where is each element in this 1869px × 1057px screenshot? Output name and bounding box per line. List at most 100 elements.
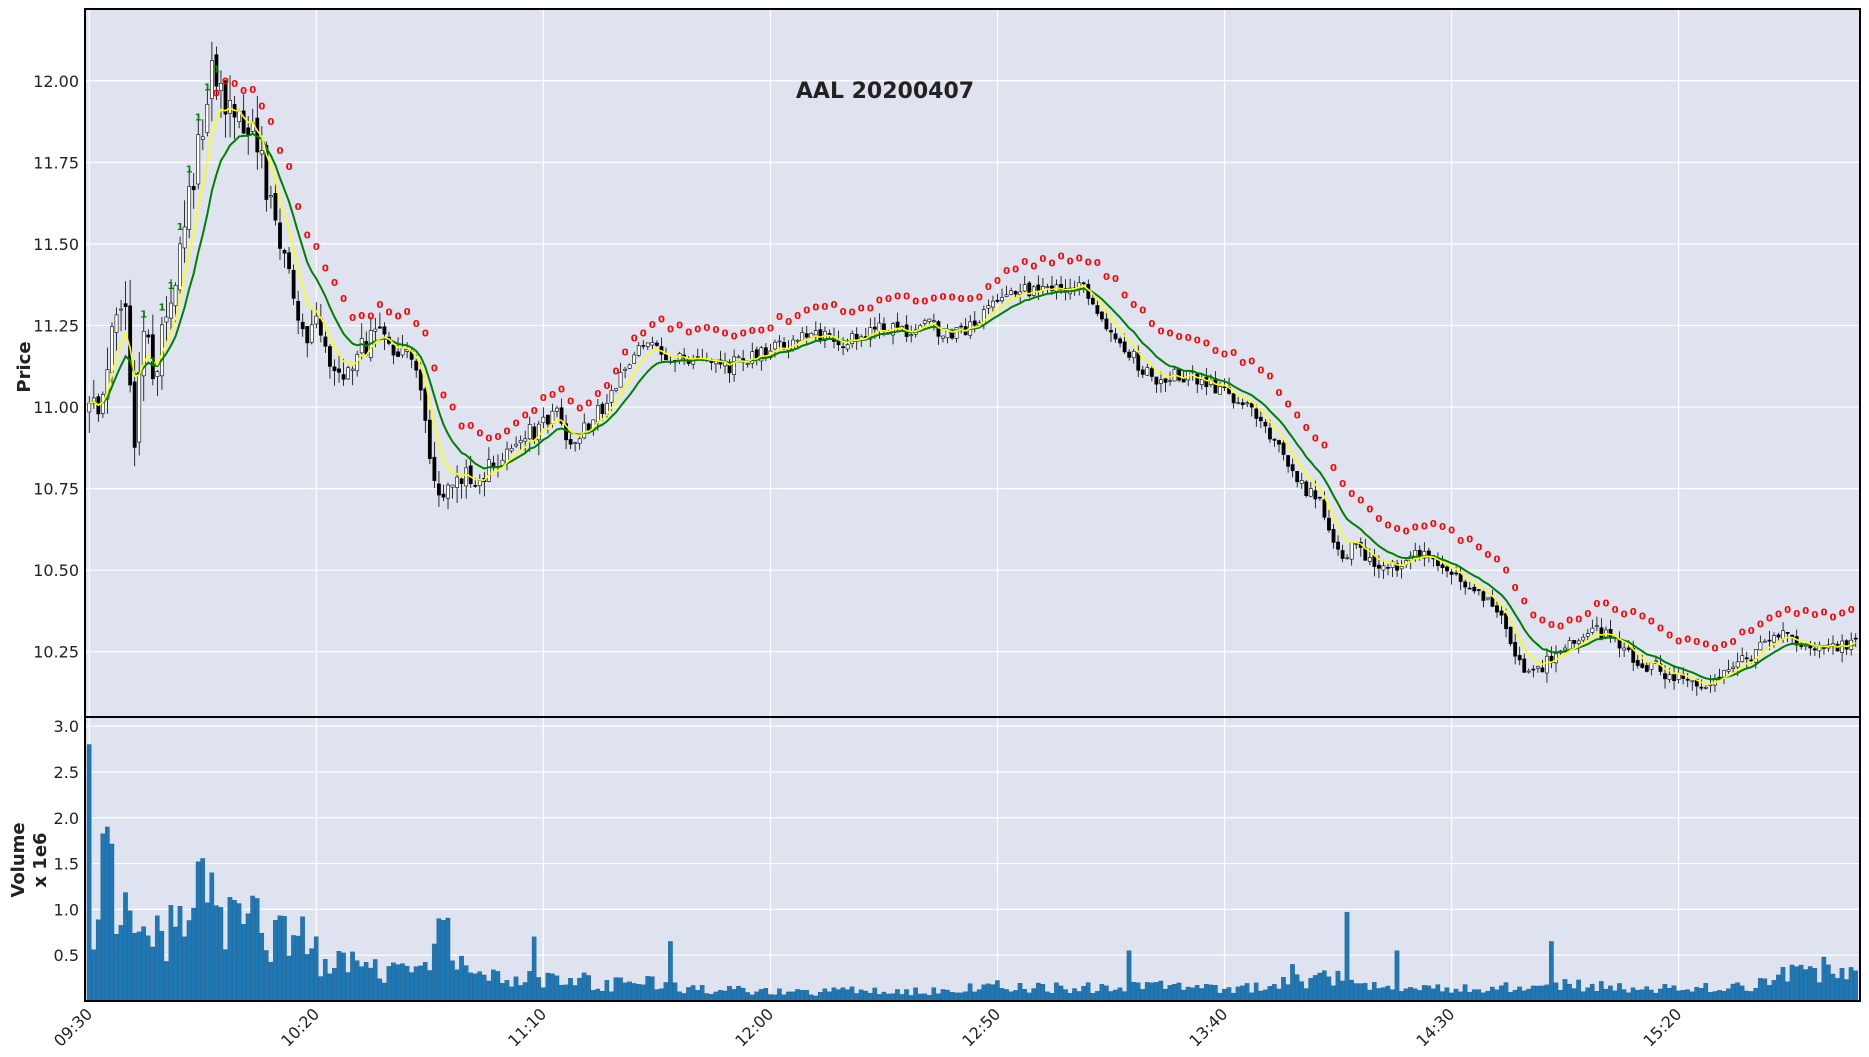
price-tick-label: 11.00 [33,398,79,417]
down-signal-marker: 0 [1811,610,1818,621]
volume-bar [1594,991,1600,1002]
volume-bar [1076,991,1082,1002]
volume-bar [704,993,710,1002]
down-signal-marker: 0 [921,297,928,308]
down-signal-marker: 0 [313,242,320,253]
candle-body [1204,377,1209,387]
volume-bar [409,972,414,1002]
volume-bar [1285,984,1291,1002]
volume-bar [141,926,146,1002]
volume-bar [1517,986,1522,1002]
volume-bar [1816,982,1822,1002]
candle-body [804,333,809,338]
down-signal-marker: 0 [467,421,474,432]
volume-bar [1135,982,1141,1002]
up-signal-marker: 1 [158,303,165,314]
candle-body [927,318,932,323]
candle-body [205,104,210,133]
down-signal-marker: 0 [1103,272,1110,283]
down-signal-marker: 0 [1639,611,1646,622]
candle-body [1317,496,1322,499]
candle-body [1395,563,1399,571]
candle-body [473,485,478,487]
down-signal-marker: 0 [1848,605,1855,616]
candle-body [1308,488,1313,497]
down-signal-marker: 0 [1285,400,1292,411]
volume-bar [1735,982,1740,1002]
volume-bar [1794,966,1799,1002]
down-signal-marker: 0 [376,300,383,311]
candle-body [877,322,882,332]
candle-body [532,426,537,441]
volume-bar [990,984,996,1002]
down-signal-marker: 0 [1839,608,1846,619]
volume-bar [1567,983,1572,1002]
volume-bar [1535,985,1541,1002]
down-signal-marker: 0 [1139,305,1146,316]
volume-bar [550,973,555,1002]
candle-body [1649,662,1654,670]
candle-body [1476,589,1481,591]
volume-bar [1530,985,1536,1002]
candle-body [173,285,178,307]
volume-bar [368,967,374,1002]
down-signal-marker: 0 [1330,463,1337,474]
volume-bar [431,943,437,1002]
fast-ma-line [89,106,1856,685]
candle-body [636,345,641,356]
candle-body [1781,630,1785,639]
volume-bar [436,918,442,1002]
candle-body [650,342,655,346]
volume-bar [1712,991,1718,1002]
volume-bar [931,987,937,1002]
volume-bar [858,989,864,1002]
volume-bar [668,941,673,1002]
candle-body [477,480,482,487]
down-signal-marker: 0 [1494,555,1501,566]
volume-bar [86,744,92,1002]
down-signal-marker: 0 [1575,615,1582,626]
candle-body [191,185,196,191]
candle-body [1767,639,1772,642]
candle-body [1218,385,1222,395]
down-signal-marker: 0 [1684,635,1691,646]
volume-bar [1085,982,1091,1002]
candle-body [795,339,800,342]
volume-bar [1549,941,1554,1002]
volume-bar [1721,991,1727,1002]
volume-bar [1444,987,1450,1002]
up-signal-marker: 1 [186,164,193,175]
price-grid [85,9,1860,717]
price-tick-label: 10.75 [33,480,79,499]
volume-bar [1262,989,1268,1002]
volume-bar [1349,979,1354,1002]
volume-bar [123,892,128,1002]
candle-body [745,363,750,365]
volume-panel-background [85,717,1860,1001]
volume-bar [1821,956,1827,1002]
volume-bar [1421,985,1427,1002]
down-signal-marker: 0 [1521,596,1528,607]
volume-bar [495,971,501,1002]
down-signal-marker: 0 [513,419,520,430]
candle-body [132,381,137,448]
candle-body [1313,490,1318,500]
candle-body [1263,421,1268,427]
candle-body [514,443,519,447]
candle-body [146,334,151,338]
candle-body [986,305,991,309]
volume-bar [1585,987,1591,1002]
volume-bar [649,976,655,1002]
down-signal-marker: 0 [476,428,483,439]
down-signal-marker: 0 [1430,519,1437,530]
candle-body [350,368,355,371]
candle-body [1249,403,1254,408]
down-signal-marker: 0 [794,311,801,322]
candle-body [1127,351,1132,358]
candle-body [259,150,264,155]
volume-bar [1462,984,1468,1002]
candle-body [1772,635,1776,643]
volume-bar [1217,992,1223,1002]
volume-bar [1181,989,1186,1002]
down-signal-marker: 0 [1403,526,1410,537]
